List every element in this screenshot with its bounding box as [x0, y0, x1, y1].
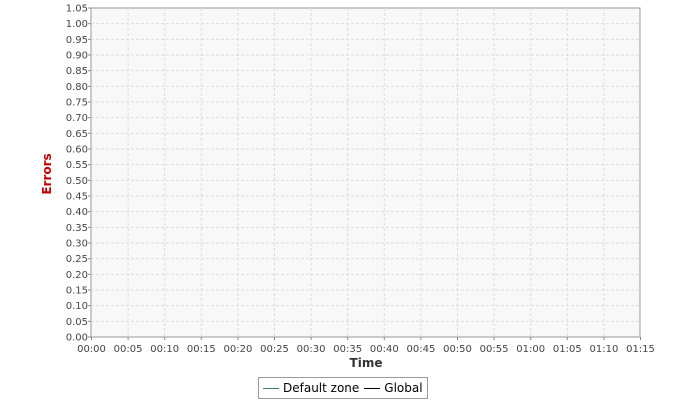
y-tick-label: 0.45 — [66, 192, 88, 203]
y-tick-label: 0.40 — [66, 207, 88, 218]
plot-area — [90, 7, 641, 338]
y-tick-label: 0.25 — [66, 254, 88, 265]
x-tick-label: 00:45 — [406, 344, 435, 355]
grid-lines — [91, 8, 640, 337]
y-tick-label: 0.80 — [66, 82, 88, 93]
x-tick-label: 01:10 — [589, 344, 618, 355]
legend-item-default-zone: Default zone — [263, 381, 359, 395]
y-tick-label: 1.05 — [66, 4, 88, 15]
x-tick-label: 00:25 — [260, 344, 289, 355]
y-tick-label: 0.75 — [66, 98, 88, 109]
y-tick-label: 0.35 — [66, 223, 88, 234]
y-tick-label: 0.50 — [66, 176, 88, 187]
x-tick-label: 00:30 — [297, 344, 326, 355]
x-tick-label: 00:00 — [77, 344, 106, 355]
y-tick-label: 0.30 — [66, 239, 88, 250]
legend: Default zone Global — [258, 377, 428, 399]
x-tick-label: 00:35 — [333, 344, 362, 355]
x-tick-label: 00:10 — [150, 344, 179, 355]
x-tick-label: 01:05 — [553, 344, 582, 355]
legend-swatch-global — [364, 387, 381, 389]
x-tick-label: 01:00 — [516, 344, 545, 355]
x-tick-label: 00:55 — [480, 344, 509, 355]
y-tick-label: 0.20 — [66, 270, 88, 281]
legend-label-global: Global — [384, 381, 423, 395]
y-axis-ticks: 0.00 0.05 0.10 0.15 0.20 0.25 0.30 0.35 0.40 0.45… — [66, 4, 91, 344]
x-axis-ticks: 00:00 00:05 00:10 00:15 00:20 00:25 00:30 00:35… — [77, 337, 655, 355]
y-tick-label: 0.90 — [66, 51, 88, 62]
y-tick-label: 1.00 — [66, 19, 88, 30]
x-tick-label: 00:40 — [370, 344, 399, 355]
x-tick-label: 00:05 — [114, 344, 143, 355]
x-axis-title: Time — [350, 356, 383, 370]
y-tick-label: 0.05 — [66, 317, 88, 328]
legend-swatch-default-zone — [263, 387, 279, 389]
y-tick-label: 0.85 — [66, 66, 88, 77]
y-tick-label: 0.10 — [66, 301, 88, 312]
x-tick-label: 00:50 — [443, 344, 472, 355]
y-tick-label: 0.00 — [66, 333, 88, 344]
y-tick-label: 0.70 — [66, 113, 88, 124]
x-tick-label: 00:20 — [223, 344, 252, 355]
y-tick-label: 0.55 — [66, 160, 88, 171]
y-tick-label: 0.15 — [66, 286, 88, 297]
y-tick-label: 0.60 — [66, 145, 88, 156]
x-tick-label: 01:15 — [626, 344, 655, 355]
y-tick-label: 0.65 — [66, 129, 88, 140]
legend-label-default-zone: Default zone — [283, 381, 360, 395]
legend-item-global: Global — [364, 381, 423, 395]
y-tick-label: 0.95 — [66, 35, 88, 46]
y-axis-title: Errors — [40, 153, 54, 194]
x-tick-label: 00:15 — [187, 344, 216, 355]
